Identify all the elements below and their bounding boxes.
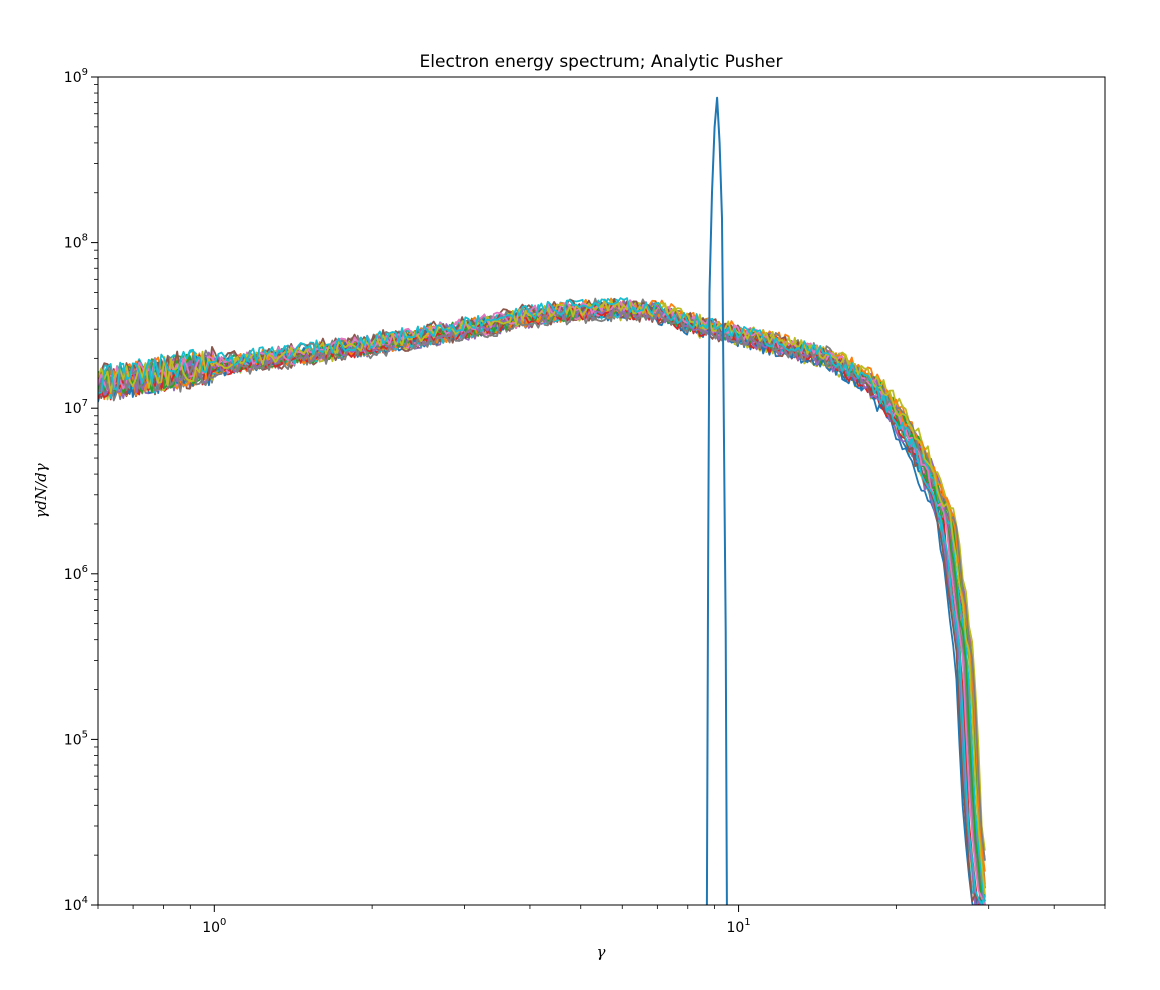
- plot-frame: [97, 76, 1106, 906]
- spectrum-series-line: [98, 304, 985, 905]
- spectrum-series-line: [98, 305, 986, 905]
- spectrum-series-line: [98, 299, 986, 905]
- spectrum-series-line: [98, 301, 986, 898]
- spectrum-series-line: [98, 303, 986, 905]
- spectrum-series-line: [98, 299, 986, 895]
- spectrum-series-line: [98, 301, 986, 902]
- spectrum-series-line: [98, 302, 985, 905]
- x-axis-label: γ: [597, 943, 606, 961]
- spectrum-series-line: [98, 304, 986, 885]
- y-tick-label: 105: [64, 729, 88, 748]
- y-tick-label: 106: [64, 564, 88, 583]
- spectrum-series-line: [98, 297, 986, 905]
- spectrum-series-line: [98, 297, 986, 905]
- y-axis-label: γdN/dγ: [32, 463, 50, 518]
- spectrum-series-line: [98, 297, 986, 887]
- x-tick-label: 100: [202, 917, 226, 936]
- y-tick-label: 104: [64, 895, 88, 914]
- y-tick-label: 107: [64, 398, 88, 417]
- initial-spectrum-line: [705, 96, 728, 905]
- spectrum-series-line: [98, 304, 985, 905]
- y-tick-label: 108: [64, 233, 88, 252]
- spectrum-series-line: [98, 303, 983, 905]
- spectrum-series-line: [98, 298, 986, 903]
- spectrum-series-line: [98, 305, 977, 905]
- spectrum-series-line: [98, 302, 986, 872]
- spectrum-series-line: [98, 303, 986, 860]
- spectrum-series-line: [98, 306, 986, 861]
- spectrum-series-line: [98, 298, 986, 905]
- spectrum-series-line: [98, 302, 986, 889]
- chart-title: Electron energy spectrum; Analytic Pushe…: [420, 52, 783, 72]
- x-tick-label: 101: [726, 917, 750, 936]
- spectrum-series-line: [98, 303, 986, 905]
- spectrum-series-line: [98, 302, 982, 905]
- spectrum-series-line: [98, 300, 986, 901]
- spectrum-series-line: [98, 306, 978, 905]
- spectrum-series-line: [98, 301, 986, 851]
- series-layer: [98, 96, 986, 905]
- spectrum-series-line: [98, 297, 986, 905]
- spectrum-series-line: [98, 299, 986, 905]
- spectrum-series-line: [98, 304, 980, 905]
- spectrum-series-line: [98, 303, 982, 905]
- y-tick-label: 109: [64, 67, 88, 86]
